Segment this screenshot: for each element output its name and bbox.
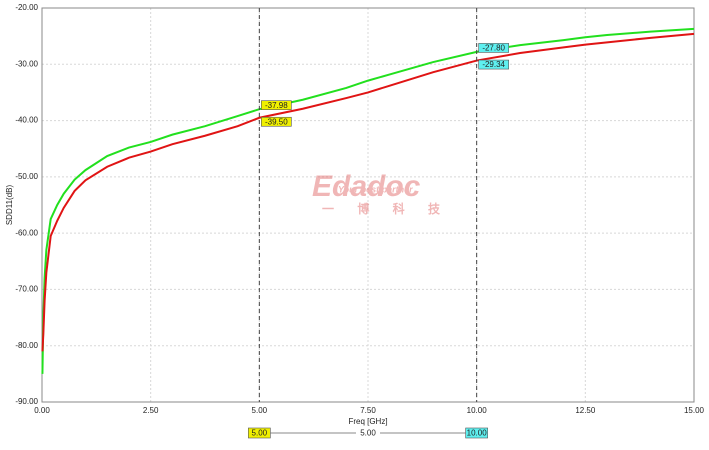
watermark-tagline: Your best partner xyxy=(338,184,413,194)
delta-bg xyxy=(356,428,380,438)
marker-box xyxy=(478,43,509,53)
x-tick-label: 2.50 xyxy=(143,406,159,415)
x-tick-label: 10.00 xyxy=(467,406,488,415)
x-tick-label: 12.50 xyxy=(575,406,596,415)
series-line xyxy=(41,32,695,352)
marker-value-label: -39.50 xyxy=(265,117,288,126)
marker-box xyxy=(478,59,509,70)
x-tick-label: 0.00 xyxy=(34,406,50,415)
marker-box xyxy=(261,100,292,111)
y-tick-label: -80.00 xyxy=(15,341,38,350)
y-tick-label: -90.00 xyxy=(15,397,38,406)
marker-x-box xyxy=(248,427,271,439)
y-tick-label: -50.00 xyxy=(15,172,38,181)
y-tick-label: -60.00 xyxy=(15,228,38,237)
watermark-chinese: 一 博 科 技 xyxy=(322,201,450,216)
marker-value-label: -29.34 xyxy=(482,60,505,69)
y-tick-label: -30.00 xyxy=(15,59,38,68)
marker-box xyxy=(261,116,292,127)
x-tick-label: 5.00 xyxy=(252,406,268,415)
series-line xyxy=(41,27,695,374)
delta-label: 5.00 xyxy=(360,429,376,438)
y-tick-label: -40.00 xyxy=(15,116,38,125)
x-axis-label: Freq [GHz] xyxy=(348,417,387,426)
y-tick-label: -70.00 xyxy=(15,285,38,294)
y-axis-label: SDD11(dB) xyxy=(5,185,14,226)
x-tick-label: 7.50 xyxy=(360,406,376,415)
marker-value-label: -27.80 xyxy=(482,44,505,53)
marker-x-label: 10.00 xyxy=(467,429,488,438)
watermark-logo: Edadoc xyxy=(312,170,421,203)
y-tick-label: -20.00 xyxy=(15,3,38,12)
watermark: Edadoc Your best partner 一 博 科 技 xyxy=(312,170,450,216)
marker-value-label: -37.98 xyxy=(265,101,288,110)
marker-x-label: 5.00 xyxy=(252,429,268,438)
plot-frame xyxy=(41,7,695,403)
x-tick-label: 15.00 xyxy=(684,406,705,415)
